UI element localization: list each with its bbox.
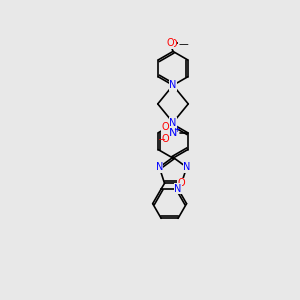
Text: O: O — [178, 178, 185, 188]
Text: O: O — [169, 39, 177, 49]
Text: O: O — [166, 38, 174, 48]
Text: +: + — [173, 125, 180, 134]
Text: O: O — [161, 122, 169, 132]
Text: N: N — [168, 128, 177, 138]
Text: N: N — [174, 184, 182, 194]
Text: N: N — [156, 162, 163, 172]
Text: —: — — [179, 39, 189, 49]
Text: N: N — [169, 118, 177, 128]
Text: −: − — [158, 135, 166, 146]
Text: N: N — [169, 80, 177, 90]
Text: O: O — [161, 134, 169, 144]
Text: N: N — [183, 162, 190, 172]
